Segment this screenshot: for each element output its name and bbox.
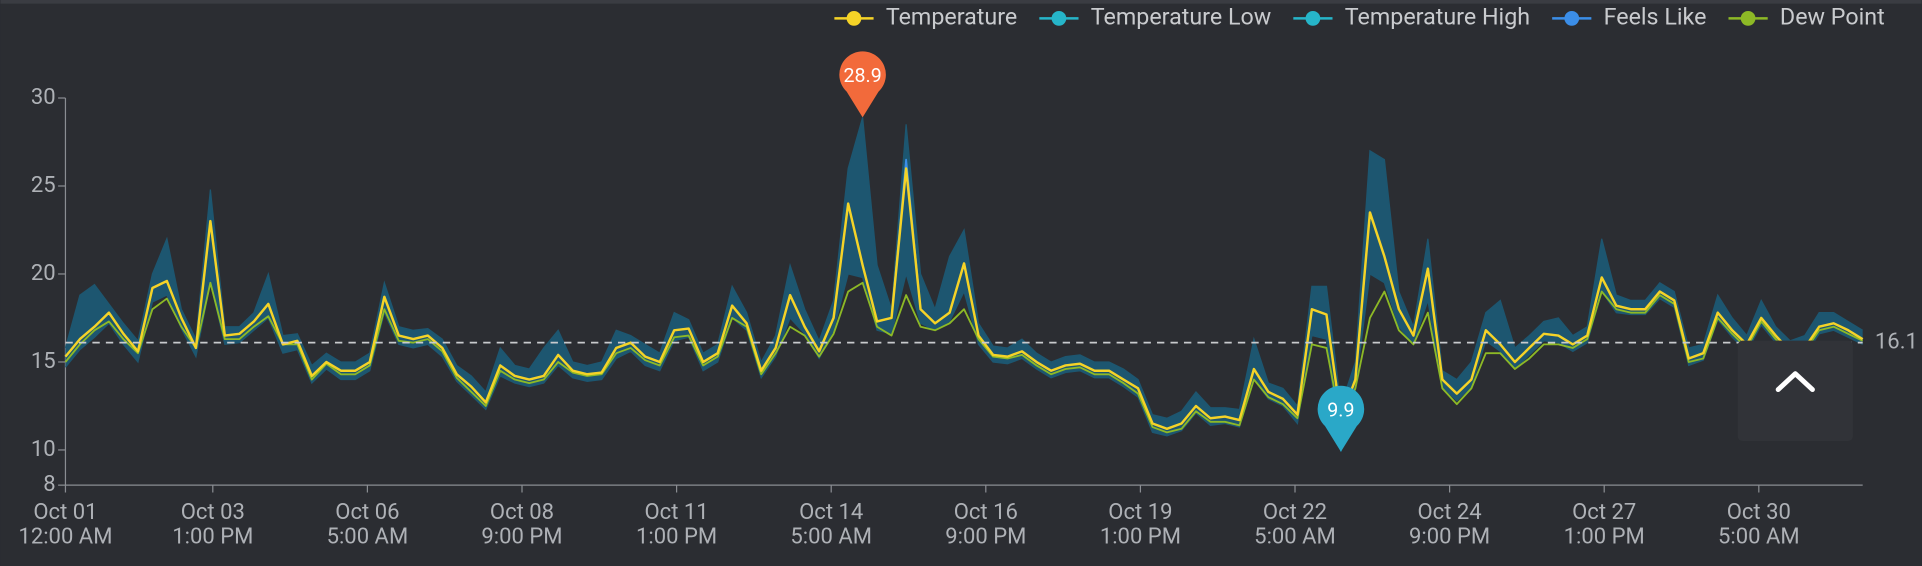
legend-swatch-dot[interactable] (1051, 11, 1067, 26)
y-tick-label: 10 (31, 437, 56, 462)
x-tick-label: Oct 11 (645, 500, 709, 525)
y-tick-label: 20 (31, 261, 56, 286)
x-tick-label: Oct 22 (1263, 500, 1327, 525)
x-tick-label: Oct 03 (181, 500, 245, 525)
x-tick-sublabel: 12:00 AM (18, 525, 112, 550)
x-tick-sublabel: 1:00 PM (636, 525, 717, 550)
range-edge-line (64, 117, 1863, 419)
x-tick-label: Oct 16 (954, 500, 1018, 525)
x-tick-label: Oct 01 (33, 500, 97, 525)
legend-label[interactable]: Temperature (886, 3, 1017, 31)
button-bg[interactable] (1737, 340, 1853, 442)
legend-label[interactable]: Dew Point (1780, 3, 1885, 31)
marker-pin (1317, 385, 1365, 452)
y-tick-label: 30 (31, 85, 56, 110)
x-tick-label: Oct 19 (1108, 500, 1172, 525)
top-border (0, 0, 1922, 4)
legend-label[interactable]: Feels Like (1604, 3, 1707, 31)
series-line (64, 281, 1864, 434)
marker-label: 9.9 (1327, 398, 1354, 421)
legend[interactable]: Dew Point Feels Like Temperature High Tempe… (834, 3, 1885, 31)
x-tick-label: Oct 30 (1727, 500, 1791, 525)
legend-swatch-dot[interactable] (1740, 11, 1756, 26)
x-tick-sublabel: 9:00 PM (1409, 525, 1490, 550)
x-tick-sublabel: 9:00 PM (481, 525, 562, 550)
extreme-marker: 9.9 (1317, 385, 1365, 452)
x-tick-label: Oct 06 (335, 500, 399, 525)
x-tick-sublabel: 5:00 AM (1718, 525, 1800, 550)
x-tick-sublabel: 5:00 AM (790, 525, 872, 550)
range-band (65, 117, 1863, 452)
legend-swatch-dot[interactable] (846, 11, 862, 26)
x-tick-label: Oct 24 (1418, 500, 1482, 525)
chevron-up-icon[interactable] (1775, 371, 1815, 393)
legend-swatch-dot[interactable] (1564, 11, 1580, 26)
marker-pin (839, 51, 886, 118)
y-tick-label: 25 (31, 173, 56, 198)
scroll-top-button[interactable] (1737, 340, 1853, 442)
x-tick-label: Oct 14 (799, 500, 863, 525)
x-tick-label: Oct 27 (1572, 500, 1636, 525)
extreme-marker: 28.9 (839, 51, 886, 118)
x-tick-label: Oct 08 (490, 500, 554, 525)
legend-swatch-dot[interactable] (1305, 11, 1321, 26)
y-tick-label: 15 (31, 349, 56, 374)
series-line (64, 167, 1864, 431)
x-tick-sublabel: 1:00 PM (1564, 525, 1645, 550)
x-tick-sublabel: 5:00 AM (327, 525, 409, 550)
x-tick-sublabel: 5:00 AM (1254, 525, 1336, 550)
y-tick-label: 8 (43, 472, 55, 497)
legend-label[interactable]: Temperature Low (1091, 3, 1271, 31)
x-tick-sublabel: 1:00 PM (172, 525, 253, 550)
x-tick-sublabel: 9:00 PM (945, 525, 1026, 550)
legend-label[interactable]: Temperature High (1345, 3, 1530, 31)
average-label: 16.1 (1875, 329, 1918, 354)
x-tick-sublabel: 1:00 PM (1100, 525, 1181, 550)
marker-label: 28.9 (844, 64, 882, 87)
